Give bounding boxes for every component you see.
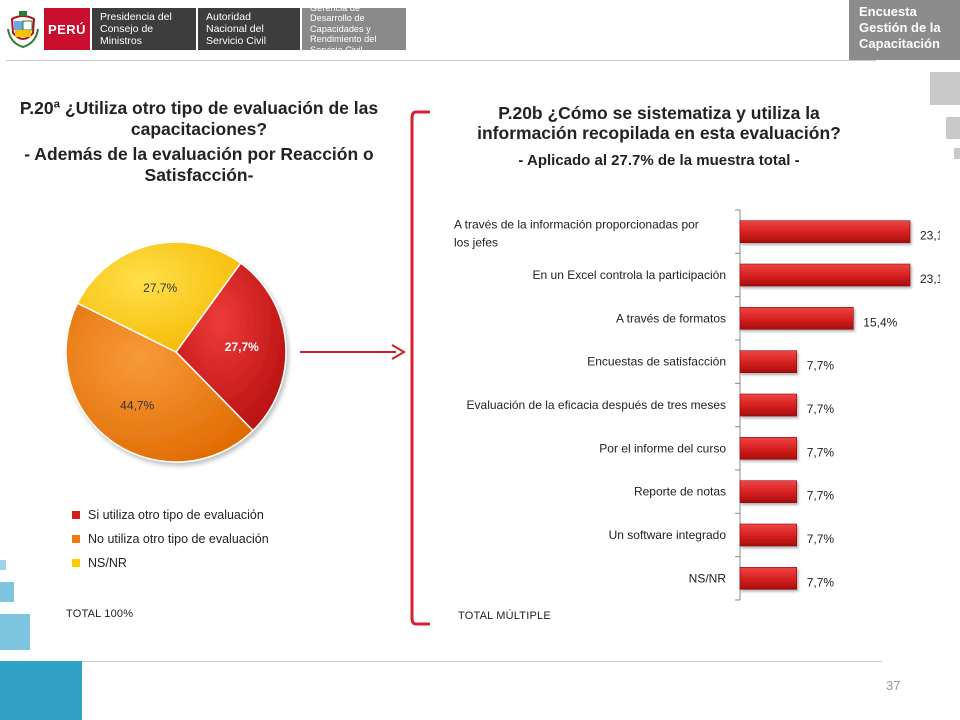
bar-data-label: 7,7% xyxy=(807,575,835,589)
pie-slice-nsnr xyxy=(76,241,242,353)
header-divider xyxy=(6,60,876,61)
left-question-title: P.20ª ¿Utiliza otro tipo de evaluación d… xyxy=(18,98,380,186)
pie-slice-si xyxy=(175,261,287,432)
bar xyxy=(739,220,911,244)
bar xyxy=(739,523,798,547)
bar xyxy=(739,480,798,504)
bar xyxy=(739,566,798,590)
bar-category-label: Encuestas de satisfacción xyxy=(587,355,726,369)
bar xyxy=(739,307,854,330)
bar-data-label: 7,7% xyxy=(807,532,835,546)
legend-swatch xyxy=(72,535,80,543)
bracket-icon xyxy=(410,110,430,626)
bar-category-label: Reporte de notas xyxy=(634,485,726,499)
pie-chart: 27,7% 44,7% 27,7% xyxy=(65,241,287,463)
legend-swatch xyxy=(72,511,80,519)
connector-arrow-icon xyxy=(300,344,406,360)
footer-divider xyxy=(82,661,882,662)
footer-accent-block xyxy=(0,661,82,720)
presidencia-logo: Presidencia del Consejo de Ministros xyxy=(92,8,196,50)
legend-label: Si utiliza otro tipo de evaluación xyxy=(88,508,264,522)
bar-category-label: Un software integrado xyxy=(609,528,727,542)
bar-data-label: 15,4% xyxy=(863,315,897,329)
bar xyxy=(739,350,798,373)
right-question-subtitle: - Aplicado al 27.7% de la muestra total … xyxy=(518,152,800,169)
bar-chart: 23,1% A través de la información proporci… xyxy=(454,209,940,601)
bar-data-label: 7,7% xyxy=(807,359,835,373)
bar-category-label: Evaluación de la eficacia después de tre… xyxy=(467,398,726,412)
legend-item: No utiliza otro tipo de evaluación xyxy=(72,527,269,551)
decor-blue-3 xyxy=(0,614,30,650)
bar-category-label: Por el informe del curso xyxy=(599,441,726,455)
decor-blue-2 xyxy=(0,582,14,602)
peru-crest-icon xyxy=(6,9,40,49)
decor-square-1 xyxy=(930,72,960,105)
peru-logo: PERÚ xyxy=(44,8,90,50)
legend-item: NS/NR xyxy=(72,551,269,575)
bar xyxy=(739,393,798,417)
right-question-title: P.20b ¿Cómo se sistematiza y utiliza la … xyxy=(477,103,841,143)
bar-category-label: A través de formatos xyxy=(616,311,726,325)
bar-data-label: 7,7% xyxy=(807,402,835,416)
pie-data-label: 27,7% xyxy=(143,281,177,295)
bar-category-label: A través de la información proporcionada… xyxy=(454,218,699,232)
decor-square-3 xyxy=(954,148,960,159)
survey-label: Encuesta Gestión de la Capacitación xyxy=(849,0,960,60)
decor-blue-1 xyxy=(0,560,6,570)
gerencia-logo: Gerencia de Desarrollo de Capacidades y … xyxy=(302,3,406,55)
bar-data-label: 23,1% xyxy=(920,229,940,243)
bar-category-label: los jefes xyxy=(454,236,498,250)
legend-item: Si utiliza otro tipo de evaluación xyxy=(72,503,269,527)
pie-slice-no xyxy=(65,302,255,463)
right-total: TOTAL MÚLTIPLE xyxy=(458,610,551,622)
left-subtitle-text: - Además de la evaluación por Reacción o… xyxy=(24,144,374,185)
page-number: 37 xyxy=(886,678,901,693)
legend-label: No utiliza otro tipo de evaluación xyxy=(88,532,269,546)
bar-data-label: 23,1% xyxy=(920,272,940,286)
legend-swatch xyxy=(72,559,80,567)
bar-category-label: En un Excel controla la participación xyxy=(533,268,726,282)
decor-square-2 xyxy=(946,117,960,139)
pie-data-label: 27,7% xyxy=(225,340,259,354)
bar xyxy=(739,437,798,460)
bar-data-label: 7,7% xyxy=(807,489,835,503)
header-logos: PERÚ Presidencia del Consejo de Ministro… xyxy=(6,3,406,55)
left-title-text: P.20ª ¿Utiliza otro tipo de evaluación d… xyxy=(19,98,379,139)
bar-data-label: 7,7% xyxy=(807,445,835,459)
legend-label: NS/NR xyxy=(88,556,127,570)
left-total: TOTAL 100% xyxy=(66,608,134,620)
pie-data-label: 44,7% xyxy=(120,398,154,412)
autoridad-logo: Autoridad Nacional del Servicio Civil xyxy=(198,8,300,50)
pie-legend: Si utiliza otro tipo de evaluación No uti… xyxy=(72,503,269,575)
bar-category-label: NS/NR xyxy=(689,571,727,585)
bar xyxy=(739,263,911,287)
